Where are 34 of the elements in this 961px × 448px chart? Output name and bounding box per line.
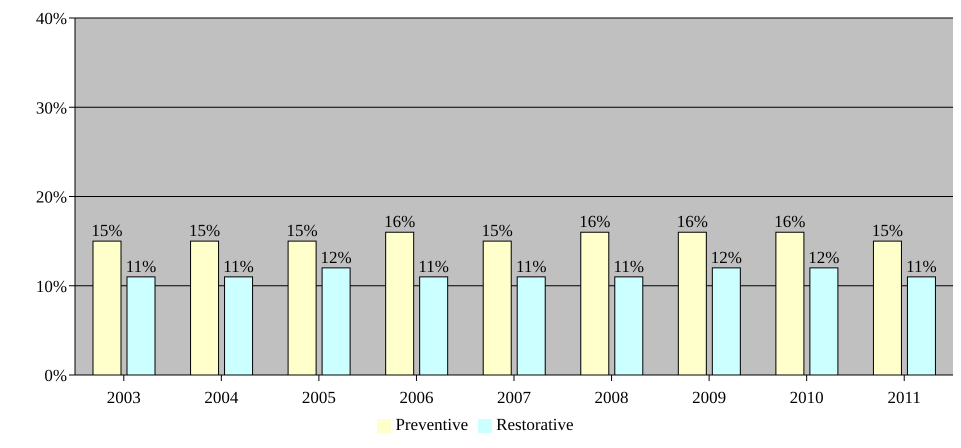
data-label: 15% [91, 221, 123, 240]
data-label: 11% [223, 256, 254, 276]
data-label: 11% [614, 256, 644, 276]
data-label: 12% [320, 248, 352, 267]
data-label: 12% [808, 248, 840, 267]
x-tick-label: 2004 [204, 388, 239, 408]
data-label: 16% [676, 212, 708, 232]
x-tick-label: 2007 [497, 388, 532, 408]
data-label: 15% [872, 221, 904, 240]
data-label: 12% [710, 248, 742, 267]
data-label: 16% [774, 212, 806, 232]
data-label: 11% [418, 256, 449, 276]
x-tick-label: 2006 [399, 388, 434, 408]
y-tick-label: 40% [36, 9, 67, 28]
data-label: 16% [384, 212, 416, 232]
data-label: 15% [286, 221, 318, 240]
data-label: 15% [482, 221, 513, 240]
x-tick-label: 2010 [790, 388, 824, 408]
x-tick-label: 2009 [692, 388, 726, 408]
y-tick-label: 20% [36, 188, 67, 207]
x-tick-label: 2008 [594, 388, 629, 408]
y-tick-label: 30% [36, 98, 67, 118]
x-tick-label: 2003 [106, 388, 141, 408]
data-label: 11% [516, 256, 546, 276]
data-label: 11% [126, 256, 156, 276]
data-label: 16% [579, 212, 610, 232]
y-tick-label: 0% [44, 366, 67, 386]
x-tick-label: 2005 [302, 388, 336, 408]
legend-label: Restorative [496, 415, 574, 434]
data-label: 15% [188, 221, 220, 240]
legend-label: Preventive [395, 415, 468, 434]
data-label: 11% [906, 256, 937, 276]
x-tick-label: 2011 [888, 388, 921, 408]
y-tick-label: 10% [36, 276, 67, 296]
